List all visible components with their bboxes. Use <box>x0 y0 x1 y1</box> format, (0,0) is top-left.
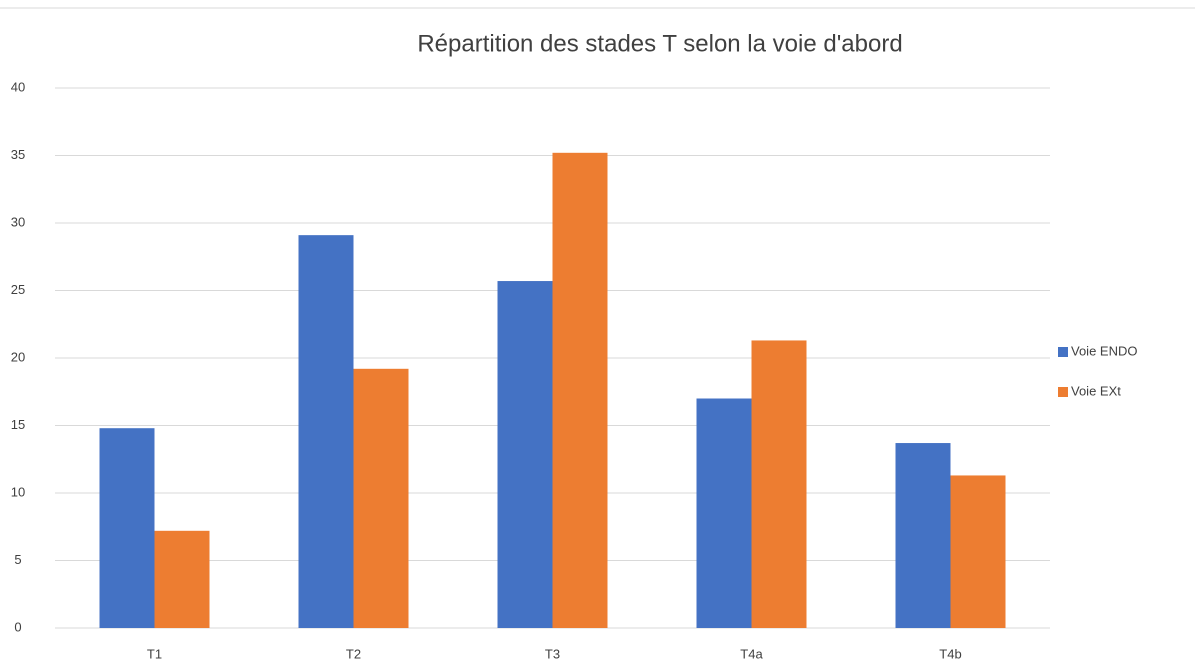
y-tick-label: 35 <box>11 147 25 162</box>
bar <box>950 475 1006 628</box>
chart-title: Répartition des stades T selon la voie d… <box>417 30 902 57</box>
bar <box>497 281 553 628</box>
x-tick-label: T1 <box>147 646 162 661</box>
bar <box>298 235 354 628</box>
bar <box>696 398 752 628</box>
y-tick-label: 15 <box>11 417 25 432</box>
y-tick-label: 25 <box>11 282 25 297</box>
x-tick-label: T4a <box>740 646 763 661</box>
y-tick-label: 20 <box>11 349 25 364</box>
x-tick-label: T4b <box>939 646 961 661</box>
legend-swatch <box>1058 387 1068 397</box>
bar <box>353 368 409 628</box>
bar <box>552 152 608 629</box>
x-tick-label: T2 <box>346 646 361 661</box>
y-tick-label: 0 <box>14 619 21 634</box>
bar <box>154 530 210 628</box>
x-tick-label: T3 <box>545 646 560 661</box>
bar <box>895 443 951 628</box>
bar <box>751 340 807 628</box>
legend-label: Voie EXt <box>1071 383 1121 398</box>
y-tick-label: 10 <box>11 484 25 499</box>
legend-swatch <box>1058 347 1068 357</box>
y-tick-label: 40 <box>11 79 25 94</box>
legend-label: Voie ENDO <box>1071 343 1137 358</box>
bar <box>99 428 155 628</box>
y-tick-label: 30 <box>11 214 25 229</box>
y-tick-label: 5 <box>14 552 21 567</box>
